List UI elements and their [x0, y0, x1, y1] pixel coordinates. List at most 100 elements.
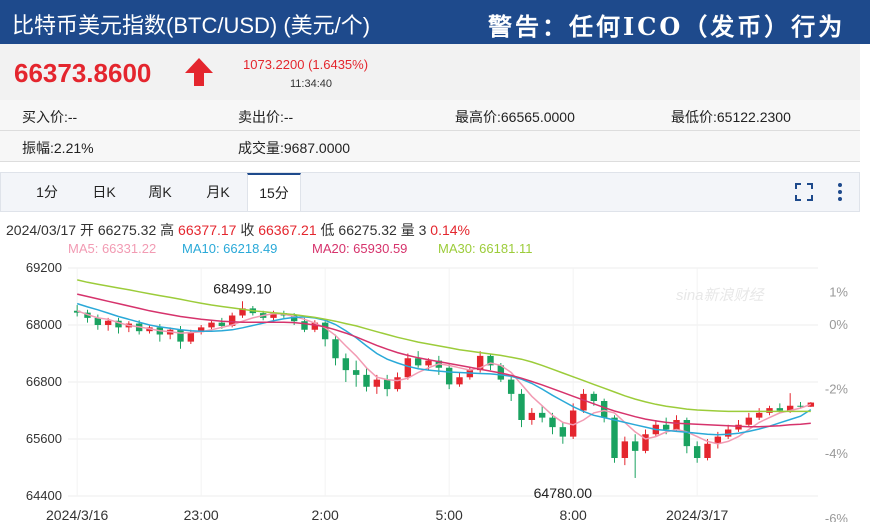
- ma5-legend: MA5: 66331.22: [68, 241, 157, 256]
- low-price: 最低价:65122.2300: [671, 109, 791, 125]
- stats-row-1: 买入价:-- 卖出价:-- 最高价:66565.0000 最低价:65122.2…: [0, 100, 860, 131]
- candle-body: [549, 417, 556, 428]
- volume: 成交量:9687.0000: [238, 140, 351, 156]
- candle-body: [507, 379, 515, 394]
- candle-body: [714, 436, 722, 444]
- x-tick-label: 23:00: [184, 507, 219, 522]
- candle-body: [786, 405, 794, 411]
- high-value: 66377.17: [178, 222, 237, 238]
- candle-body: [363, 374, 370, 387]
- candle-body: [73, 310, 81, 313]
- price-bar: 66373.8600 1073.2200 (1.6435%) 11:34:40: [0, 44, 860, 101]
- ma10-line: [76, 302, 812, 436]
- candle-body: [797, 405, 804, 407]
- last-price: 66373.8600: [14, 58, 152, 88]
- candle-body: [487, 355, 494, 366]
- candle-body: [745, 417, 753, 425]
- x-tick-label: 2024/3/17: [666, 507, 728, 522]
- candle-body: [342, 358, 350, 371]
- price-change: 1073.2200 (1.6435%): [243, 57, 369, 72]
- tab-1min[interactable]: 1分: [36, 184, 58, 200]
- ohlc-date: 2024/03/17: [6, 222, 77, 238]
- tab-day-k[interactable]: 日K: [92, 184, 116, 200]
- candle-body: [611, 417, 618, 458]
- ma30-legend: MA30: 66181.11: [438, 241, 533, 256]
- candle-body: [218, 322, 226, 326]
- candle-body: [228, 315, 236, 326]
- vol-label: 量: [400, 222, 415, 238]
- ma30-line: [77, 279, 811, 413]
- close-value: 66367.21: [258, 222, 317, 238]
- pct-change: 0.14%: [430, 222, 470, 238]
- y-tick-label: 66800: [26, 374, 62, 389]
- candle-body: [115, 320, 122, 328]
- x-tick-label: 2:00: [312, 507, 339, 522]
- candle-body: [580, 393, 587, 411]
- candle-body: [631, 441, 639, 451]
- fullscreen-icon[interactable]: [793, 181, 815, 203]
- open-label: 开: [79, 222, 94, 238]
- candle-body: [270, 313, 277, 318]
- candle-body: [673, 420, 680, 430]
- candle-body: [425, 360, 432, 366]
- candle-body: [311, 322, 319, 330]
- candle-body: [693, 446, 701, 458]
- x-tick-label: 5:00: [436, 507, 463, 522]
- low-value: 66275.32: [338, 222, 397, 238]
- tab-week-k[interactable]: 周K: [148, 184, 172, 200]
- candle-body: [456, 377, 463, 385]
- candle-body: [94, 317, 102, 325]
- candle-body: [321, 322, 329, 340]
- candle-body: [735, 424, 742, 430]
- x-tick-label: 8:00: [560, 507, 587, 522]
- candle-body: [208, 322, 215, 328]
- ma20-legend: MA20: 65930.59: [312, 241, 408, 256]
- watermark: sina新浪财经: [676, 287, 766, 304]
- ohlc-line: 2024/03/17 开 66275.32 高 66377.17 收 66367…: [6, 220, 470, 240]
- candle-body: [352, 370, 360, 375]
- page-title: 比特币美元指数(BTC/USD) (美元/个): [12, 13, 371, 38]
- extreme-annotation: 68499.10: [213, 280, 272, 296]
- stats-panel: 买入价:-- 卖出价:-- 最高价:66565.0000 最低价:65122.2…: [0, 100, 860, 162]
- candlestick-chart[interactable]: 69200 68000 66800 65600 64400 1% 0% -2% -4% -6% 20…: [0, 258, 870, 522]
- pct-tick-label: 0%: [829, 317, 848, 332]
- high-price: 最高价:66565.0000: [455, 109, 575, 125]
- candle-body: [755, 412, 763, 418]
- more-icon[interactable]: [829, 181, 851, 203]
- title-bar: 比特币美元指数(BTC/USD) (美元/个) 警告：任何ICO（发币）行为: [0, 0, 870, 44]
- pct-tick-label: 1%: [829, 285, 848, 300]
- candle-body: [662, 424, 670, 430]
- candle-body: [383, 379, 391, 390]
- low-label: 低: [320, 222, 335, 238]
- candle-body: [569, 410, 577, 437]
- candle-body: [600, 401, 608, 418]
- up-arrow-icon: [185, 58, 213, 86]
- pct-tick-label: -4%: [825, 446, 849, 461]
- candle-body: [724, 429, 732, 437]
- candle-body: [776, 408, 784, 411]
- warning-banner: 警告：任何ICO（发币）行为: [488, 12, 846, 41]
- candle-body: [394, 377, 401, 390]
- candle-body: [373, 379, 381, 387]
- y-tick-label: 64400: [26, 488, 62, 503]
- tab-month-k[interactable]: 月K: [206, 184, 230, 200]
- candle-body: [704, 443, 711, 458]
- stats-row-2: 振幅:2.21% 成交量:9687.0000: [0, 131, 860, 162]
- candle-body: [104, 320, 112, 325]
- ask-price: 卖出价:--: [238, 109, 294, 125]
- close-label: 收: [240, 222, 255, 238]
- ma10-legend: MA10: 66218.49: [182, 241, 278, 256]
- pct-tick-label: -6%: [825, 511, 849, 522]
- candle-body: [177, 329, 184, 342]
- tab-15min[interactable]: 15分: [247, 173, 301, 211]
- candle-body: [404, 358, 412, 378]
- ma20-line: [77, 293, 811, 428]
- vol-value: 3: [418, 222, 427, 238]
- y-tick-label: 65600: [26, 431, 62, 446]
- amplitude: 振幅:2.21%: [22, 140, 94, 156]
- bid-price: 买入价:--: [22, 109, 78, 125]
- period-tabs: 1分 日K 周K 月K 15分: [0, 172, 860, 212]
- candle-body: [559, 427, 567, 437]
- candle-body: [414, 358, 422, 366]
- candle-body: [642, 434, 649, 451]
